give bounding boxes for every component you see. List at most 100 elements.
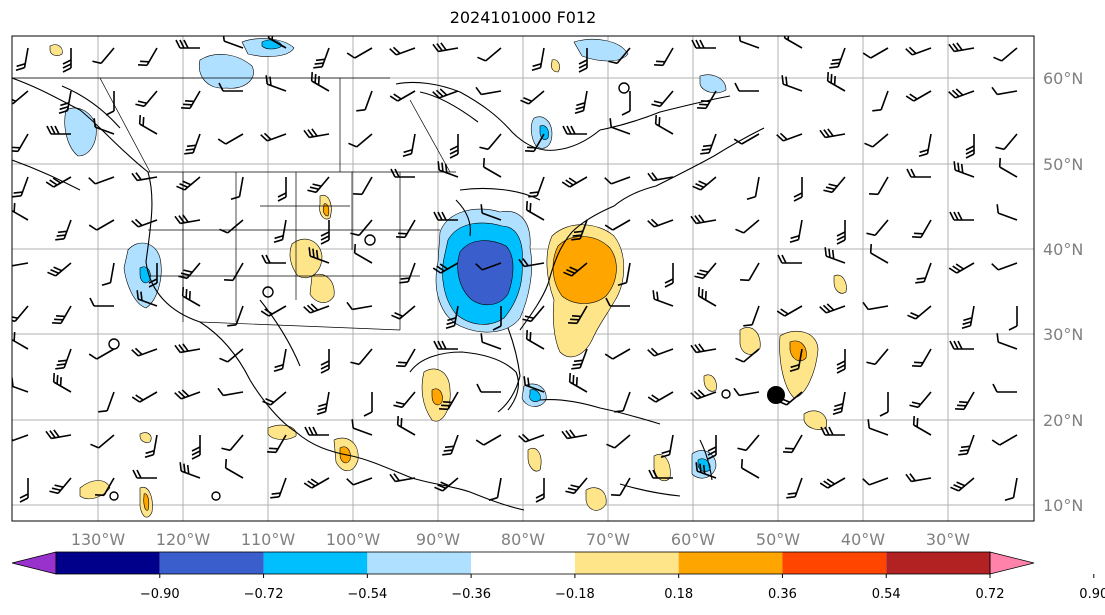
lon-label: 30°W: [926, 530, 970, 549]
lat-label: 20°N: [1043, 411, 1083, 430]
wind-barb: [230, 176, 244, 201]
wind-barb: [55, 348, 72, 370]
wind-barb: [303, 303, 330, 314]
wind-barb: [647, 172, 674, 182]
wind-barb: [783, 434, 803, 454]
colorbar-tick-label: −0.36: [451, 587, 491, 602]
wind-barb: [862, 301, 889, 311]
wind-barb: [604, 348, 631, 360]
wind-barb: [872, 90, 889, 112]
wind-barb: [621, 91, 631, 116]
colorbar-segment: [678, 552, 783, 574]
calm-circle: [211, 491, 221, 501]
longitude-labels: 130°W 120°W 110°W 100°W 90°W 80°W 70°W 6…: [71, 530, 970, 549]
wind-barb: [518, 258, 545, 268]
wind-barb: [953, 161, 975, 178]
lat-label: 60°N: [1043, 69, 1083, 88]
wind-barb: [218, 82, 243, 92]
wind-barb: [49, 477, 72, 495]
wind-barb: [991, 434, 1018, 446]
wind-barb: [181, 287, 201, 307]
wind-barb: [918, 133, 932, 158]
positive-region-pac-sw: [79, 480, 111, 500]
wind-barb: [488, 477, 502, 502]
wind-barb: [480, 204, 502, 221]
wind-barb: [912, 348, 932, 368]
wind-barb: [396, 348, 416, 368]
colorbar-extend-low: [11, 551, 57, 575]
wind-barb: [647, 391, 674, 403]
wind-barb: [786, 477, 803, 499]
wind-barb: [912, 416, 932, 436]
wind-barb: [12, 258, 29, 268]
colorbar: −0.90 −0.72 −0.54 −0.36 −0.18 0.18 0.36 0.54 0.7…: [11, 551, 1105, 602]
wind-barb: [862, 477, 889, 486]
wind-barb: [691, 39, 716, 49]
colorbar-tick-label: 0.54: [872, 587, 901, 602]
wind-barb: [346, 47, 373, 59]
wind-barb: [651, 90, 674, 108]
colorbar-segment: [886, 552, 990, 574]
colorbar-segment: [574, 552, 679, 574]
wind-barb: [265, 75, 287, 92]
wind-barb: [523, 376, 545, 393]
wind-barb: [949, 211, 974, 221]
wind-barb: [535, 478, 545, 503]
lon-label: 80°W: [501, 530, 545, 549]
political-borders: [12, 77, 456, 331]
wind-barb: [260, 305, 287, 317]
wind-barb: [648, 469, 673, 479]
positive-region-mexico2: [309, 274, 335, 303]
wind-barb: [88, 176, 115, 185]
wind-barb: [907, 305, 932, 320]
wind-barb: [690, 214, 717, 225]
wind-barb: [740, 459, 760, 479]
wind-barb: [303, 128, 330, 139]
positive-region-pac-sw2-core: [143, 493, 150, 511]
wind-barb: [95, 477, 115, 497]
positive-region-atl-5: [585, 487, 607, 511]
wind-barb: [475, 86, 502, 96]
wind-barb: [148, 263, 158, 288]
wind-barb: [356, 90, 373, 112]
wind-barb: [869, 244, 889, 264]
wind-barb: [819, 303, 846, 314]
negative-region-strong: [457, 240, 514, 306]
wind-barb: [88, 348, 115, 360]
positive-region-atl-1: [739, 327, 761, 355]
wind-barb: [12, 133, 29, 153]
positive-region-mx-coast: [527, 448, 542, 472]
wind-barb: [389, 90, 416, 102]
wind-barb: [479, 133, 502, 151]
lat-label: 40°N: [1043, 240, 1083, 259]
wind-barb: [568, 305, 588, 325]
colorbar-segment: [263, 552, 368, 574]
colorbar-segment: [782, 552, 887, 574]
wind-barb: [836, 349, 846, 374]
wind-barb: [697, 90, 717, 110]
wind-barb: [316, 391, 330, 416]
wind-barb: [477, 47, 502, 62]
wind-barb: [439, 391, 459, 411]
wind-barb: [307, 176, 330, 194]
positive-region-atl-6: [833, 274, 847, 294]
lon-label: 100°W: [326, 530, 381, 549]
shaded-field: [49, 38, 847, 518]
wind-barb: [303, 477, 330, 489]
colorbar-segment: [56, 552, 160, 574]
wind-barb: [92, 47, 115, 65]
wind-barb: [746, 176, 760, 201]
wind-barb: [836, 220, 846, 245]
wind-barb: [227, 305, 244, 327]
wind-barb: [12, 330, 29, 350]
lat-label: 50°N: [1043, 155, 1083, 174]
lon-label: 90°W: [416, 530, 460, 549]
wind-barb: [695, 462, 717, 479]
wind-barb: [144, 434, 158, 459]
wind-barb: [690, 343, 717, 354]
storm-center-marker: [767, 386, 785, 404]
wind-barb: [15, 47, 29, 72]
wind-barb: [353, 244, 373, 264]
wind-barb: [475, 262, 502, 271]
wind-barb: [909, 391, 932, 409]
